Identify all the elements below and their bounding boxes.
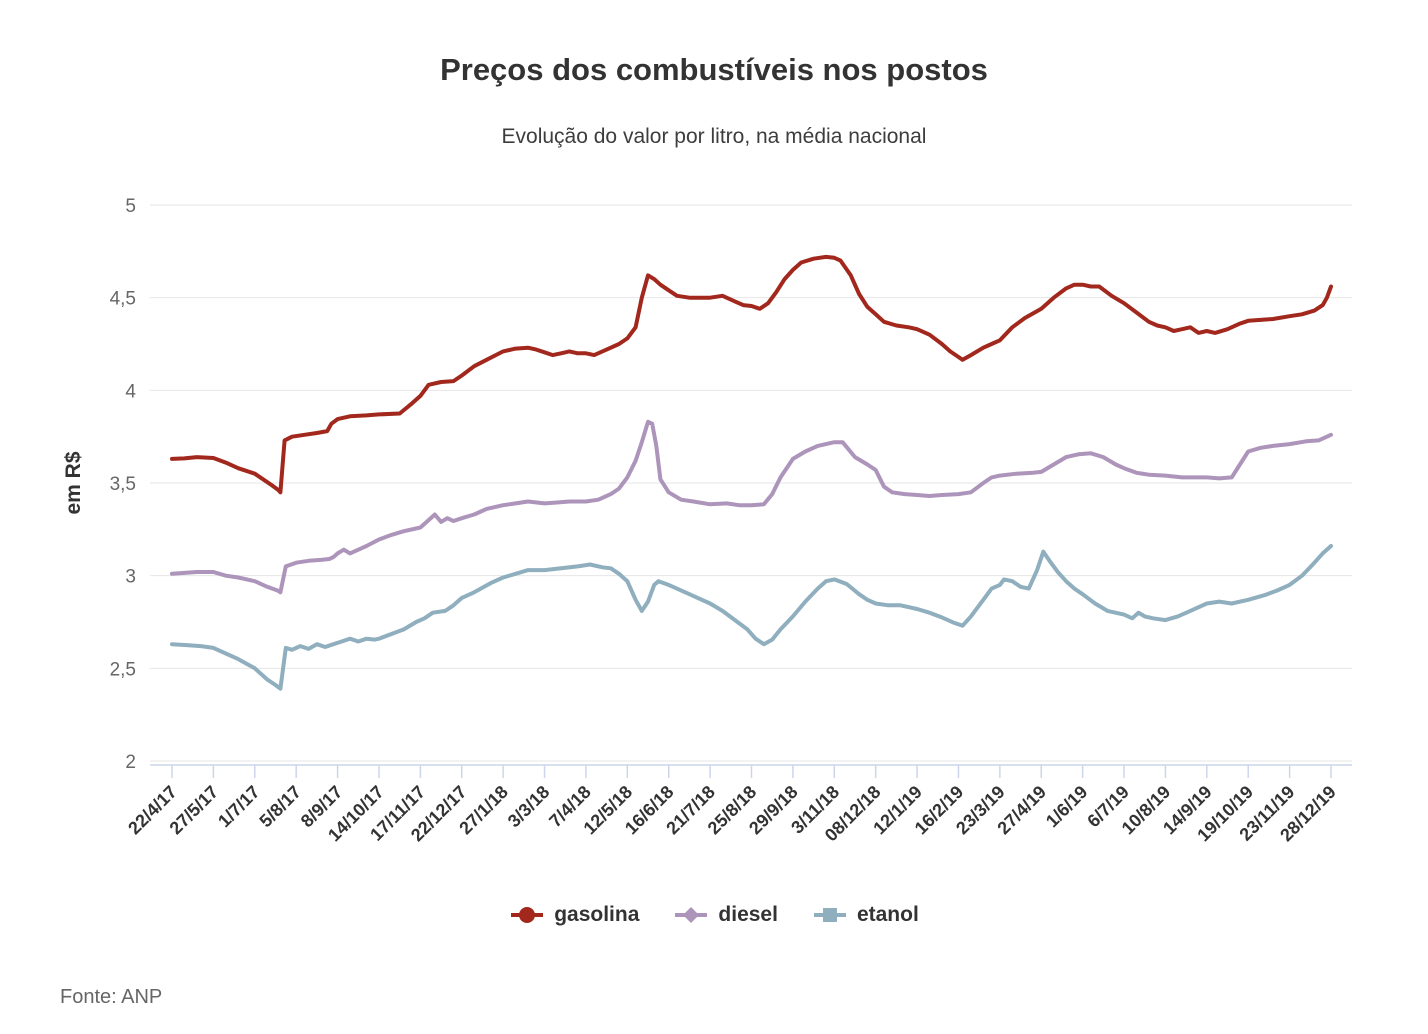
square-marker-icon xyxy=(813,908,846,922)
chart-subtitle: Evolução do valor por litro, na média na… xyxy=(501,125,927,148)
y-axis-title: em R$ xyxy=(62,451,85,514)
series-line-gasolina xyxy=(170,254,1333,495)
legend-label: etanol xyxy=(856,903,919,926)
x-tick-label: 1/6/19 xyxy=(1042,782,1092,832)
series-line-etanol xyxy=(170,544,1333,691)
y-tick-label: 5 xyxy=(125,196,136,217)
legend-label: gasolina xyxy=(554,903,640,926)
x-tick-label: 3/3/18 xyxy=(504,782,554,832)
y-tick-label: 3 xyxy=(125,567,136,588)
y-tick-label: 4,5 xyxy=(110,289,136,310)
chart-legend: gasolina diesel etanol xyxy=(0,903,1428,927)
legend-item-diesel[interactable]: diesel xyxy=(673,903,778,927)
diamond-marker-icon xyxy=(675,907,708,923)
legend-item-etanol[interactable]: etanol xyxy=(812,903,919,927)
plot-area: 54,543,532,5222/4/1727/5/171/7/175/8/178… xyxy=(62,196,1352,845)
legend-item-gasolina[interactable]: gasolina xyxy=(509,903,639,927)
y-tick-label: 3,5 xyxy=(110,474,136,495)
x-tick-label: 1/7/17 xyxy=(214,782,264,832)
x-tick-label: 5/8/17 xyxy=(255,782,305,832)
circle-marker-icon xyxy=(511,907,544,923)
chart-title: Preços dos combustíveis nos postos xyxy=(440,52,988,87)
y-tick-label: 4 xyxy=(125,381,136,402)
y-tick-label: 2,5 xyxy=(110,659,136,680)
source-note: Fonte: ANP xyxy=(60,986,163,1008)
y-tick-label: 2 xyxy=(125,752,136,773)
series-line-diesel xyxy=(170,419,1333,595)
legend-label: diesel xyxy=(718,903,778,926)
